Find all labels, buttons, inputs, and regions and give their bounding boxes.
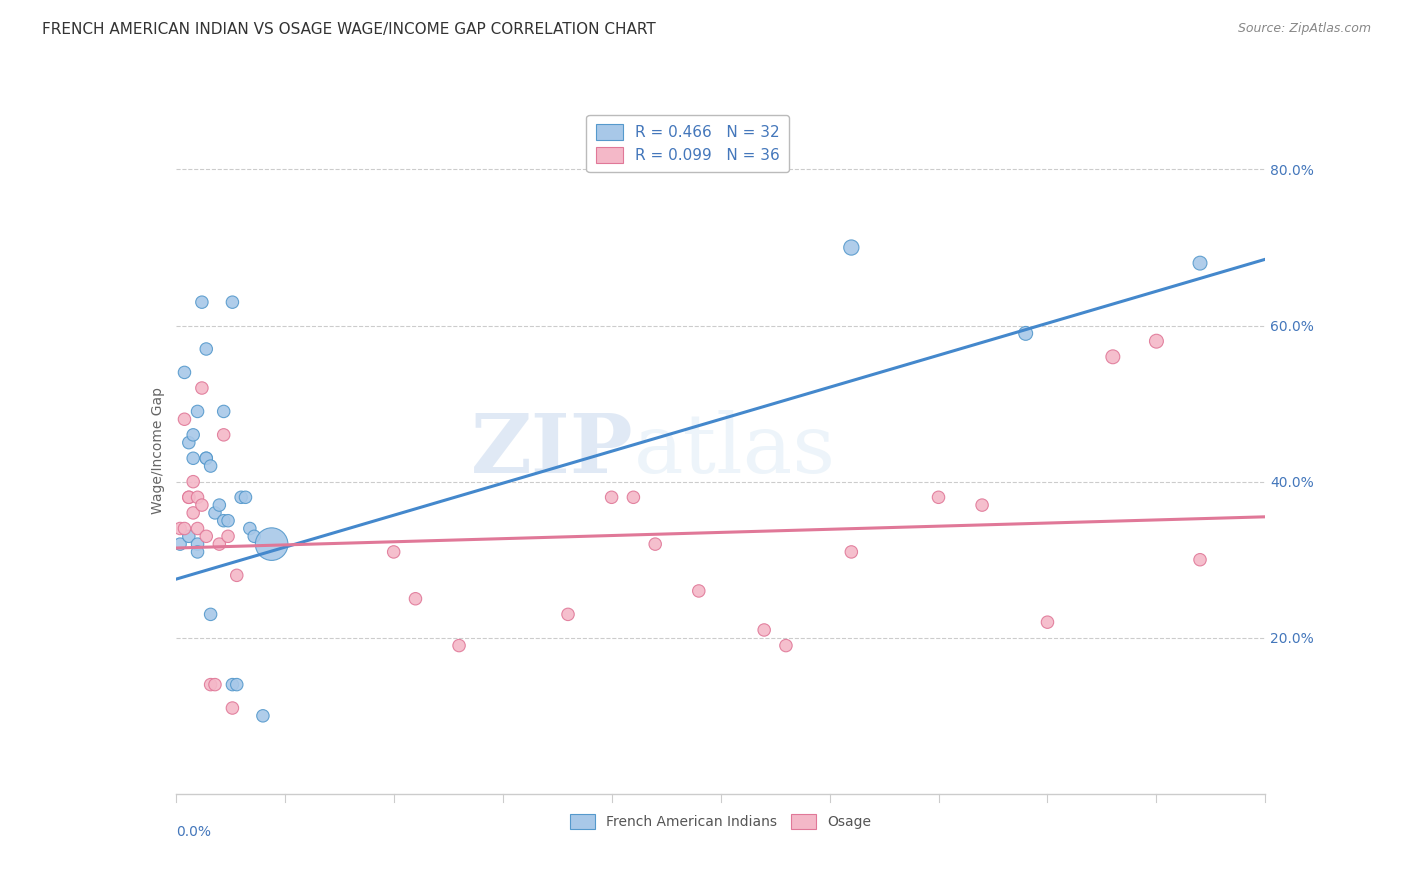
Text: 0.0%: 0.0%: [176, 825, 211, 838]
Point: [195, 451, 218, 466]
Point: [225, 568, 247, 582]
Point: [191, 381, 214, 395]
Point: [688, 583, 710, 598]
Point: [173, 412, 195, 426]
Point: [200, 678, 222, 692]
Point: [181, 451, 204, 466]
Point: [212, 404, 235, 418]
Point: [208, 498, 231, 512]
Point: [200, 607, 222, 622]
Point: [221, 295, 243, 310]
Text: Source: ZipAtlas.com: Source: ZipAtlas.com: [1237, 22, 1371, 36]
Legend: French American Indians, Osage: French American Indians, Osage: [564, 809, 877, 835]
Point: [405, 591, 427, 606]
Text: ZIP: ZIP: [471, 410, 633, 491]
Point: [1015, 326, 1038, 341]
Point: [177, 490, 200, 504]
Point: [186, 490, 209, 504]
Point: [195, 451, 218, 466]
Point: [191, 498, 214, 512]
Point: [177, 435, 200, 450]
Point: [177, 529, 200, 543]
Point: [186, 545, 209, 559]
Point: [252, 708, 274, 723]
Point: [1189, 552, 1212, 567]
Point: [928, 490, 950, 504]
Point: [775, 639, 797, 653]
Point: [644, 537, 666, 551]
Point: [181, 427, 204, 442]
Point: [260, 537, 283, 551]
Point: [208, 537, 231, 551]
Point: [231, 490, 253, 504]
Point: [186, 404, 209, 418]
Text: atlas: atlas: [633, 410, 835, 491]
Point: [212, 427, 235, 442]
Point: [195, 529, 218, 543]
Point: [754, 623, 776, 637]
Text: FRENCH AMERICAN INDIAN VS OSAGE WAGE/INCOME GAP CORRELATION CHART: FRENCH AMERICAN INDIAN VS OSAGE WAGE/INC…: [42, 22, 657, 37]
Point: [191, 295, 214, 310]
Point: [186, 537, 209, 551]
Point: [200, 458, 222, 473]
Point: [212, 514, 235, 528]
Point: [173, 366, 195, 380]
Point: [557, 607, 579, 622]
Point: [239, 521, 262, 535]
Point: [1144, 334, 1167, 348]
Point: [177, 490, 200, 504]
Point: [173, 521, 195, 535]
Point: [181, 506, 204, 520]
Point: [204, 678, 226, 692]
Point: [204, 506, 226, 520]
Point: [235, 490, 257, 504]
Point: [181, 475, 204, 489]
Point: [169, 521, 191, 535]
Point: [447, 639, 470, 653]
Point: [195, 342, 218, 356]
Point: [600, 490, 623, 504]
Point: [217, 529, 239, 543]
Point: [221, 701, 243, 715]
Point: [970, 498, 993, 512]
Point: [243, 529, 266, 543]
Point: [169, 537, 191, 551]
Point: [1189, 256, 1212, 270]
Point: [225, 678, 247, 692]
Point: [621, 490, 644, 504]
Point: [382, 545, 405, 559]
Point: [1036, 615, 1059, 630]
Point: [841, 240, 863, 255]
Point: [221, 678, 243, 692]
Point: [841, 545, 863, 559]
Point: [217, 514, 239, 528]
Point: [186, 521, 209, 535]
Point: [1102, 350, 1125, 364]
Y-axis label: Wage/Income Gap: Wage/Income Gap: [150, 387, 165, 514]
